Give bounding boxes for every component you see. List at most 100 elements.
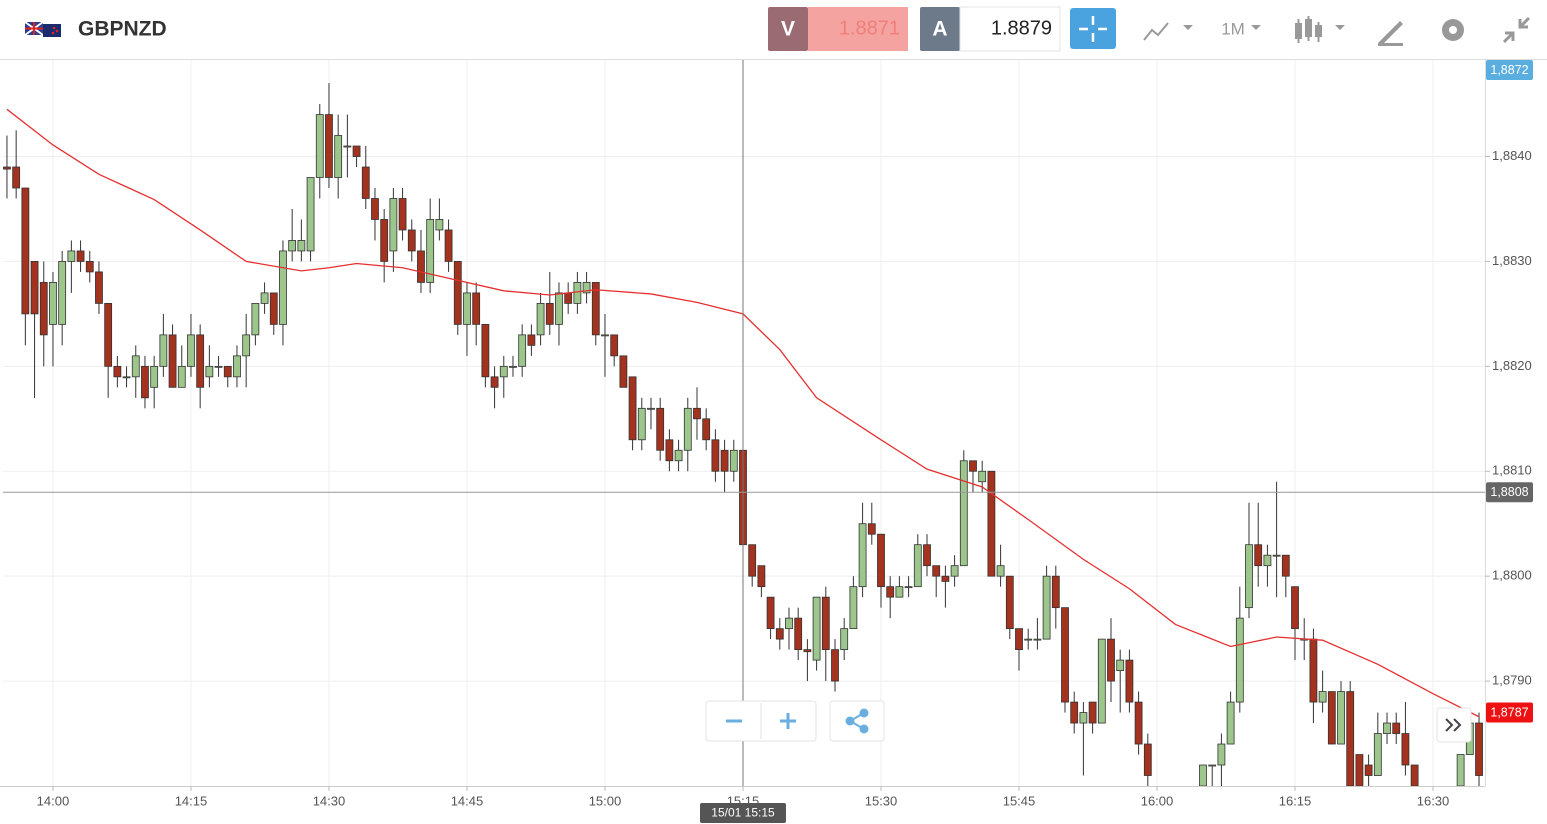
y-tick-label: 1,8820 <box>1492 358 1532 373</box>
price-marker-label: 1,8787 <box>1490 705 1528 719</box>
candle-body <box>21 187 30 315</box>
line-type-button[interactable] <box>1143 22 1193 41</box>
candle-body <box>1456 754 1465 786</box>
candle-body <box>729 449 738 472</box>
candle-body <box>794 617 803 651</box>
candle-body <box>978 470 987 483</box>
candle-body <box>693 407 701 420</box>
x-tick-label: 15:30 <box>865 793 898 808</box>
candle-body <box>785 617 793 630</box>
candle-body <box>1033 638 1042 641</box>
candle-body <box>932 565 941 577</box>
x-tick-label: 15:00 <box>589 793 622 808</box>
candle-body <box>1116 659 1125 671</box>
candle-body <box>582 282 591 294</box>
drawing-button[interactable] <box>1378 21 1403 46</box>
plot <box>3 83 1483 786</box>
candle-body <box>1199 764 1207 786</box>
candle-body <box>1327 691 1336 745</box>
candle-body <box>1051 575 1060 609</box>
candle-body <box>325 114 333 178</box>
buy-price[interactable]: 1.8879 <box>991 17 1052 39</box>
candle-body <box>913 544 922 588</box>
candle-body <box>417 250 425 283</box>
candle-body <box>444 229 453 262</box>
zoom-controls <box>705 700 1472 743</box>
timeframe[interactable]: 1M <box>1221 19 1245 38</box>
zoom-in[interactable] <box>780 713 796 729</box>
candle-body <box>1410 764 1419 786</box>
candle-body <box>380 219 389 262</box>
candle-body <box>1079 712 1088 724</box>
buy-button[interactable]: A 1.8879 <box>920 6 1061 52</box>
scroll-end-button[interactable] <box>1436 707 1472 743</box>
candle-type-button[interactable] <box>1295 16 1345 43</box>
sell-button[interactable]: V 1.8871 <box>768 7 908 51</box>
candle-body <box>481 323 490 378</box>
candle-body <box>812 596 821 661</box>
candle-body <box>950 565 959 577</box>
candle-body <box>656 407 665 451</box>
candle-body <box>775 628 784 640</box>
crosshair-button[interactable] <box>1070 8 1116 49</box>
candle-body <box>895 586 904 598</box>
candle-body <box>168 334 177 388</box>
candle-body <box>1309 638 1318 703</box>
collapse-button[interactable] <box>1502 16 1531 44</box>
candle-body <box>233 355 241 378</box>
crosshair-time-label: 15/01 15:15 <box>711 806 775 820</box>
candle-body <box>242 334 251 357</box>
x-tick-label: 16:30 <box>1417 793 1450 808</box>
candle-body <box>104 302 113 367</box>
candle-body <box>288 240 297 252</box>
candle-body <box>840 628 849 651</box>
candle-body <box>131 355 140 378</box>
candle-body <box>509 365 517 368</box>
candle-body <box>877 533 885 588</box>
candle-body <box>499 365 508 378</box>
price-marker-label: 1,8872 <box>1490 63 1528 77</box>
candle-body <box>490 376 499 388</box>
candle-body <box>1272 554 1281 557</box>
candle-body <box>67 250 76 262</box>
candle-body <box>315 114 324 178</box>
candle-body <box>122 376 131 379</box>
candle-body <box>527 334 536 346</box>
sell-label[interactable]: V <box>781 18 795 41</box>
timeframe-arrow[interactable] <box>1251 25 1261 30</box>
candle-body <box>12 166 21 189</box>
x-tick-label: 14:45 <box>451 793 484 808</box>
flag <box>24 21 61 37</box>
candle-body <box>1107 638 1115 682</box>
price-marker <box>1486 482 1533 503</box>
y-tick-label: 1,8800 <box>1492 568 1532 583</box>
candle-body <box>849 586 858 630</box>
moving-average <box>6 108 1480 718</box>
candle-body <box>343 145 352 148</box>
candle-body <box>3 166 11 170</box>
candle-body <box>85 261 94 273</box>
candle-body <box>923 544 931 567</box>
candle-body <box>1383 722 1391 734</box>
candle-body <box>987 470 996 577</box>
candle-body <box>941 575 950 582</box>
candle-body <box>711 439 720 472</box>
candle-body <box>545 302 554 325</box>
buy-label[interactable]: A <box>932 18 947 41</box>
candle-body <box>886 586 895 598</box>
candle-body <box>969 460 977 472</box>
candle-body <box>159 334 168 367</box>
share-button[interactable] <box>845 708 869 734</box>
candle-body <box>279 250 287 325</box>
x-tick-label: 14:15 <box>175 793 208 808</box>
candle-body <box>196 334 205 388</box>
candle-body <box>426 219 435 283</box>
settings-button[interactable] <box>1442 19 1464 41</box>
candle-body <box>1346 691 1355 786</box>
x-tick-label: 14:30 <box>313 793 346 808</box>
candle-body <box>39 282 48 336</box>
sell-price[interactable]: 1.8871 <box>839 17 900 39</box>
x-tick-label: 15:45 <box>1003 793 1036 808</box>
candle-body <box>1088 701 1097 724</box>
